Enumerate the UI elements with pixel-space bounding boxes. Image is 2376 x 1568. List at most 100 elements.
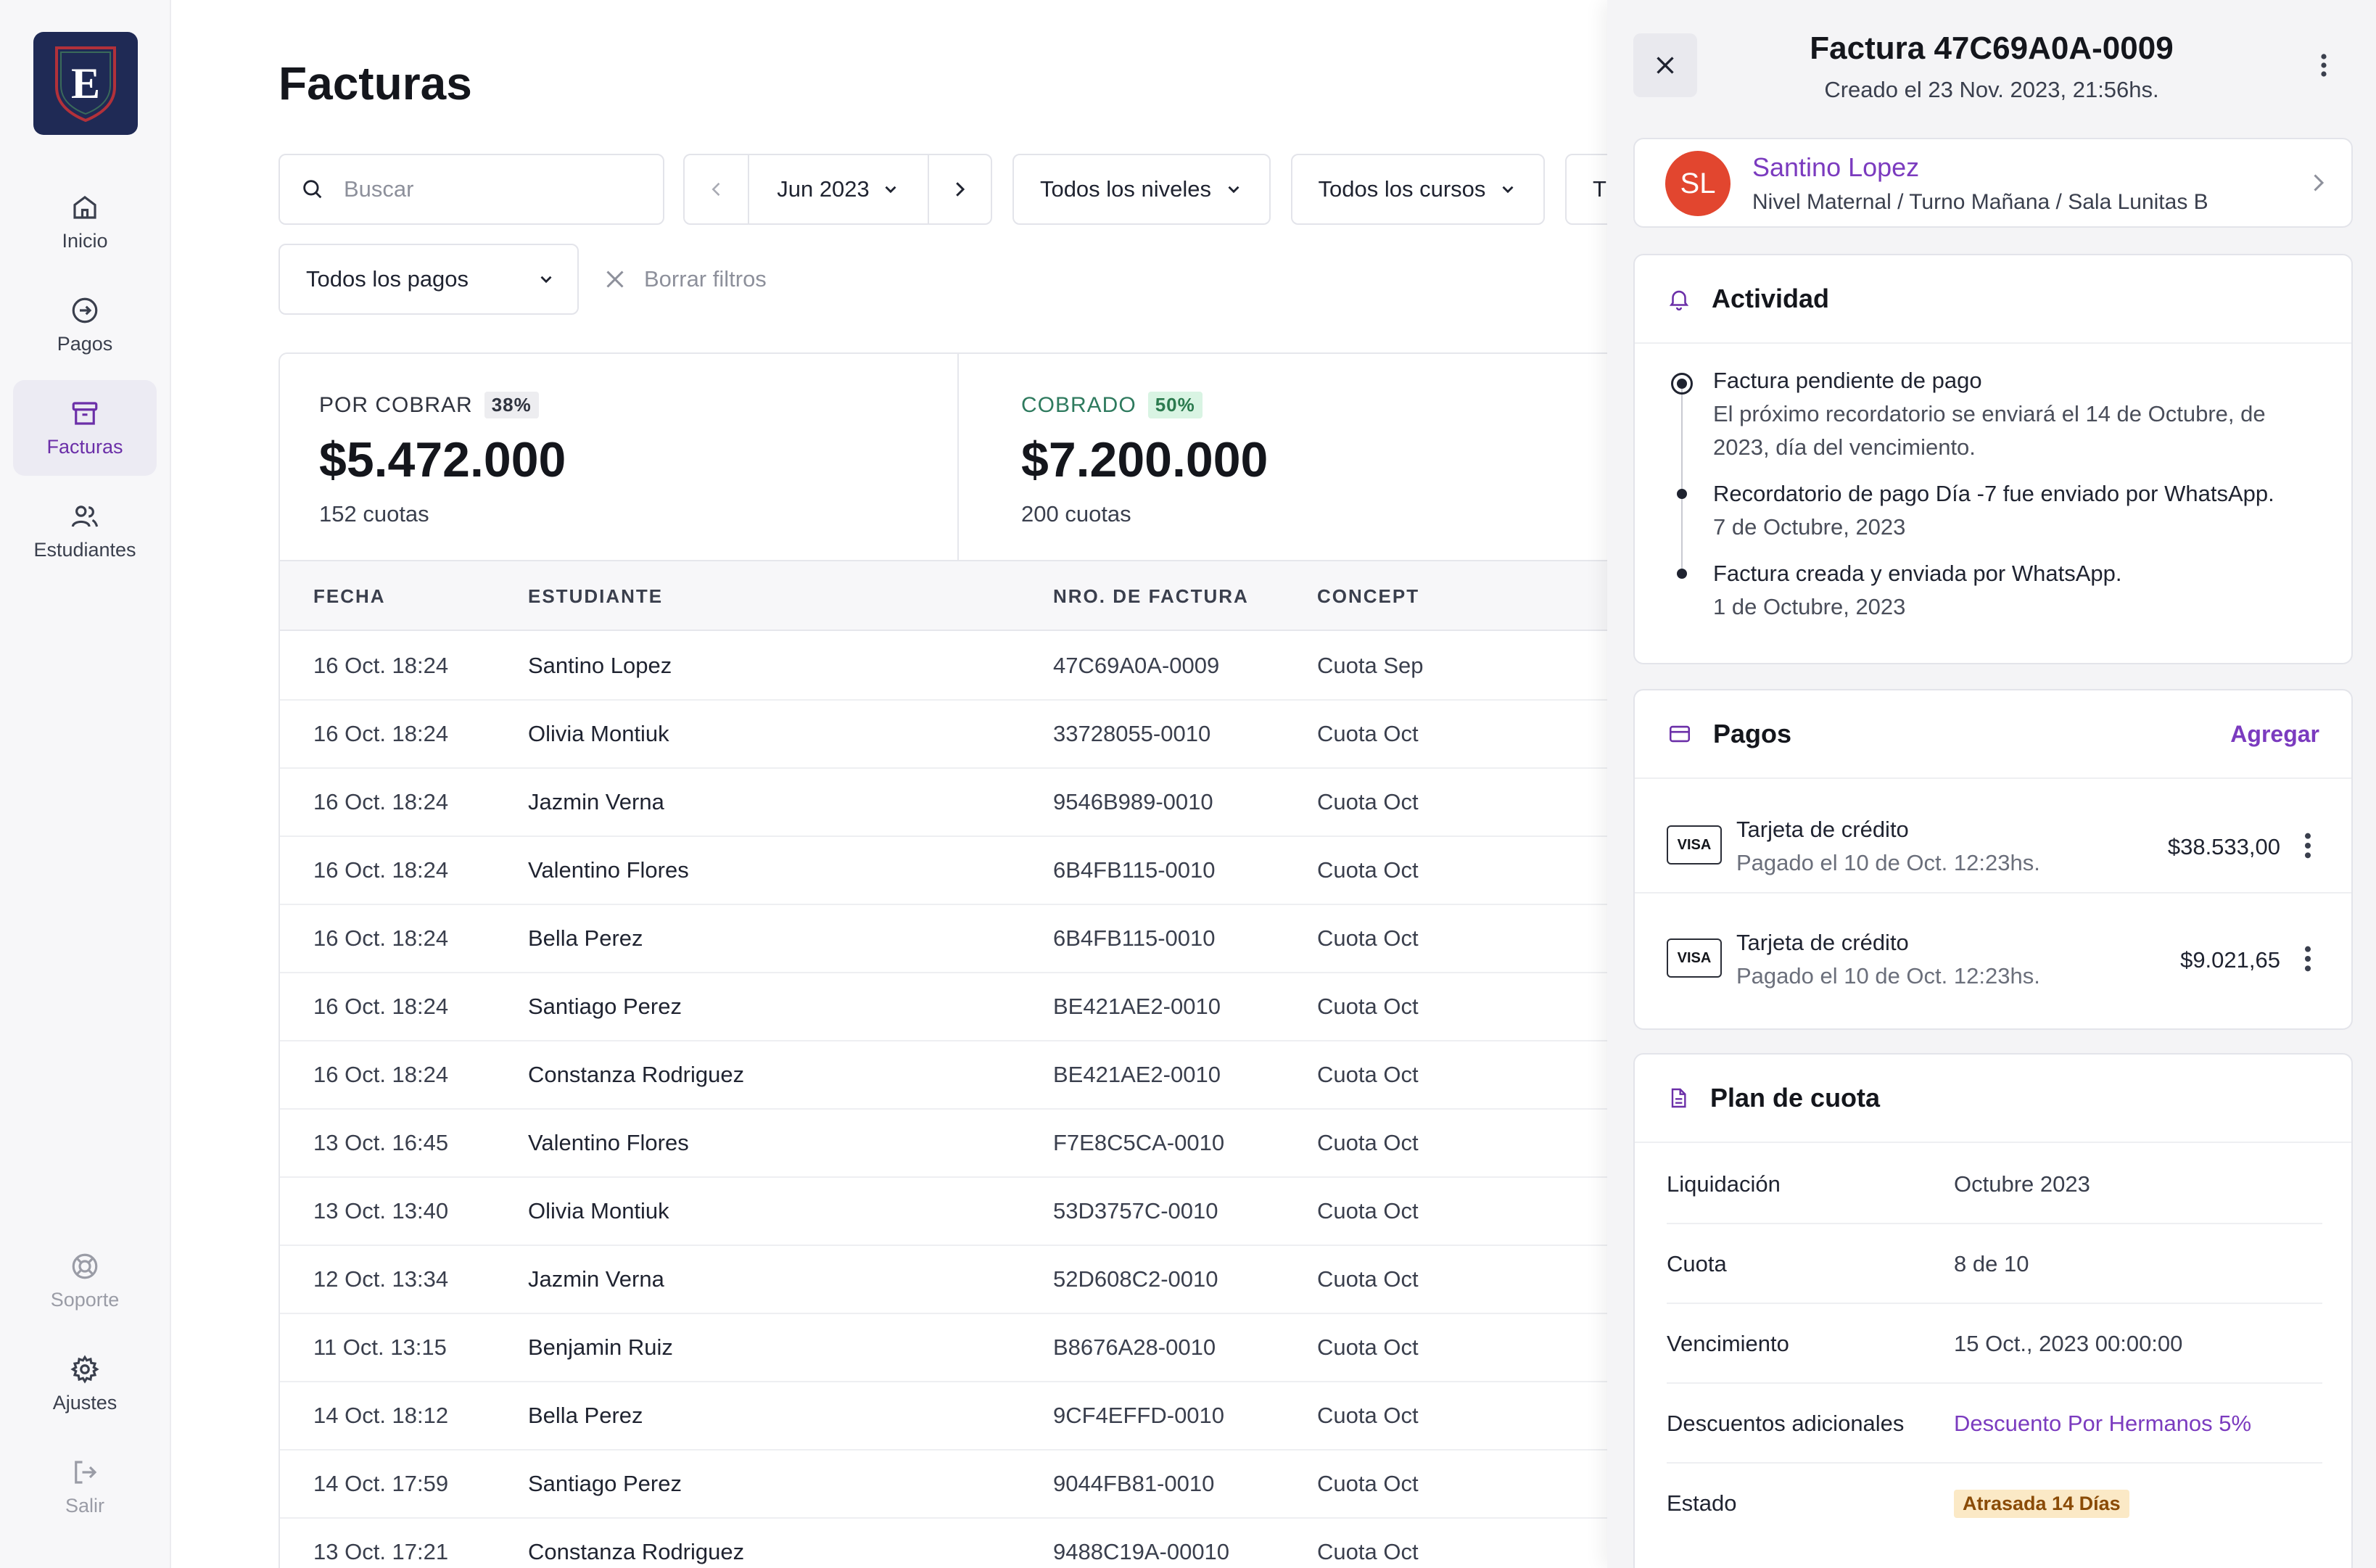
activity-item-desc: 7 de Octubre, 2023 (1713, 514, 1906, 540)
stat-label-text: COBRADO (1021, 392, 1137, 417)
stat-pct-badge: 50% (1147, 392, 1203, 418)
nav-soporte[interactable]: Soporte (13, 1233, 157, 1329)
table-row[interactable]: 16 Oct. 18:24 Valentino Flores 6B4FB115-00… (280, 837, 1691, 905)
cell-estudiante: Jazmin Verna (528, 789, 664, 814)
nav-pagos[interactable]: Pagos (13, 277, 157, 373)
cell-nro-factura: 53D3757C-0010 (1053, 1198, 1218, 1224)
users-icon (71, 505, 99, 527)
cell-fecha: 11 Oct. 13:15 (313, 1334, 447, 1360)
more-options-button[interactable] (2309, 51, 2338, 80)
close-drawer-button[interactable] (1633, 33, 1697, 97)
cell-fecha: 14 Oct. 18:12 (313, 1403, 449, 1428)
activity-title: Actividad (1712, 284, 1830, 313)
document-icon (1671, 1088, 1686, 1108)
cell-fecha: 16 Oct. 18:24 (313, 789, 449, 814)
nav-salir[interactable]: Salir (13, 1439, 157, 1535)
plan-key: Descuentos adicionales (1667, 1411, 1905, 1436)
nav-inicio[interactable]: Inicio (13, 174, 157, 270)
extra-filter-label: T (1593, 176, 1606, 202)
payment-row: VISA Tarjeta de crédito Pagado el 10 de … (1635, 894, 2351, 1007)
next-month-button[interactable] (929, 155, 991, 223)
arrow-circle-icon (72, 297, 98, 323)
add-payment-link[interactable]: Agregar (2230, 720, 2319, 747)
payment-kebab-icon[interactable] (2301, 831, 2315, 860)
table-row[interactable]: 16 Oct. 18:24 Santiago Perez BE421AE2-0010… (280, 973, 1691, 1041)
column-concepto[interactable]: CONCEPT (1317, 585, 1420, 607)
plan-key: Cuota (1667, 1251, 1727, 1276)
plan-row: Liquidación Octubre 2023 (1667, 1144, 2322, 1224)
month-picker: Jun 2023 (683, 154, 992, 225)
student-info: Nivel Maternal / Turno Mañana / Sala Lun… (1752, 190, 2208, 214)
table-row[interactable]: 13 Oct. 16:45 Valentino Flores F7E8C5CA-00… (280, 1110, 1691, 1178)
cell-estudiante: Olivia Montiuk (528, 721, 669, 746)
column-fecha[interactable]: FECHA (313, 585, 386, 607)
table-row[interactable]: 16 Oct. 18:24 Jazmin Verna 9546B989-0010 Cu… (280, 769, 1691, 837)
cell-fecha: 13 Oct. 16:45 (313, 1130, 449, 1155)
cell-fecha: 14 Oct. 17:59 (313, 1471, 449, 1496)
nav-facturas[interactable]: Facturas (13, 380, 157, 476)
cell-concepto: Cuota Oct (1317, 857, 1419, 883)
step-dot-icon (1677, 569, 1687, 579)
table-row[interactable]: 16 Oct. 18:24 Bella Perez 6B4FB115-0010 Cuo… (280, 905, 1691, 973)
table-row[interactable]: 13 Oct. 13:40 Olivia Montiuk 53D3757C-0010… (280, 1178, 1691, 1246)
levels-label: Todos los niveles (1039, 176, 1212, 202)
plan-header: Plan de cuota (1635, 1055, 2351, 1143)
cell-estudiante: Valentino Flores (528, 1130, 689, 1155)
stat-amount: $5.472.000 (319, 432, 566, 487)
column-nro-factura[interactable]: NRO. DE FACTURA (1053, 585, 1249, 607)
stat-amount: $7.200.000 (1021, 432, 1269, 487)
table-row[interactable]: 16 Oct. 18:24 Olivia Montiuk 33728055-0010… (280, 701, 1691, 769)
home-icon (73, 195, 96, 219)
stat-sub: 152 cuotas (319, 501, 429, 527)
cell-concepto: Cuota Oct (1317, 1471, 1419, 1496)
logout-icon (75, 1460, 97, 1484)
cell-estudiante: Bella Perez (528, 1403, 643, 1428)
table-row[interactable]: 14 Oct. 17:59 Santiago Perez 9044FB81-0010… (280, 1451, 1691, 1519)
stat-label-text: POR COBRAR (319, 392, 473, 417)
column-estudiante[interactable]: ESTUDIANTE (528, 585, 664, 607)
cell-concepto: Cuota Oct (1317, 1334, 1419, 1360)
payments-dropdown[interactable]: Todos los pagos (279, 244, 579, 315)
student-card[interactable]: SL Santino Lopez Nivel Maternal / Turno … (1633, 138, 2353, 228)
courses-dropdown[interactable]: Todos los cursos (1291, 154, 1545, 225)
cell-nro-factura: 9044FB81-0010 (1053, 1471, 1215, 1496)
table-row[interactable]: 14 Oct. 18:12 Bella Perez 9CF4EFFD-0010 Cuo… (280, 1382, 1691, 1451)
clear-filters-button[interactable]: Borrar filtros (602, 247, 767, 312)
cell-concepto: Cuota Oct (1317, 1266, 1419, 1292)
table-row[interactable]: 11 Oct. 13:15 Benjamin Ruiz B8676A28-0010 C… (280, 1314, 1691, 1382)
table-row[interactable]: 16 Oct. 18:24 Constanza Rodriguez BE421AE2… (280, 1041, 1691, 1110)
prev-month-button[interactable] (685, 155, 750, 223)
nav-ajustes[interactable]: Ajustes (13, 1336, 157, 1432)
stat-label: COBRADO 50% (1021, 392, 1684, 418)
cell-estudiante: Jazmin Verna (528, 1266, 664, 1292)
invoices-card: POR COBRAR 38% $5.472.000 152 cuotas COB… (279, 352, 1693, 1568)
cell-nro-factura: 47C69A0A-0009 (1053, 653, 1220, 678)
cell-fecha: 16 Oct. 18:24 (313, 1062, 449, 1087)
levels-dropdown[interactable]: Todos los niveles (1012, 154, 1271, 225)
discount-link[interactable]: Descuento Por Hermanos 5% (1954, 1411, 2252, 1436)
cell-concepto: Cuota Oct (1317, 1062, 1419, 1087)
table-row[interactable]: 16 Oct. 18:24 Santino Lopez 47C69A0A-0009 C… (280, 632, 1691, 701)
cell-concepto: Cuota Oct (1317, 1403, 1419, 1428)
table-row[interactable]: 12 Oct. 13:34 Jazmin Verna 52D608C2-0010 Cu… (280, 1246, 1691, 1314)
activity-item-desc: 2023, día del vencimiento. (1713, 434, 1976, 460)
cell-concepto: Cuota Oct (1317, 1130, 1419, 1155)
logo-letter: E (70, 59, 101, 107)
plan-title: Plan de cuota (1710, 1083, 1881, 1113)
school-logo[interactable]: E (33, 32, 138, 135)
cell-fecha: 16 Oct. 18:24 (313, 925, 449, 951)
payment-kebab-icon[interactable] (2301, 944, 2315, 973)
kebab-icon (2321, 54, 2327, 77)
plan-key: Liquidación (1667, 1171, 1781, 1197)
nav-estudiantes[interactable]: Estudiantes (13, 483, 157, 579)
plan-row: Vencimiento 15 Oct., 2023 00:00:00 (1667, 1304, 2322, 1384)
student-name-link[interactable]: Santino Lopez (1752, 152, 1920, 182)
payment-sub: Pagado el 10 de Oct. 12:23hs. (1736, 963, 2040, 989)
month-select[interactable]: Jun 2023 (749, 155, 929, 223)
timeline-line (1681, 386, 1683, 574)
plan-value: 8 de 10 (1954, 1251, 2029, 1276)
plan-value: 15 Oct., 2023 00:00:00 (1954, 1331, 2183, 1356)
activity-item-desc: El próximo recordatorio se enviará el 14… (1713, 401, 2266, 426)
table-row[interactable]: 13 Oct. 17:21 Constanza Rodriguez 9488C19A… (280, 1519, 1691, 1568)
search-input[interactable]: Buscar (279, 154, 664, 225)
